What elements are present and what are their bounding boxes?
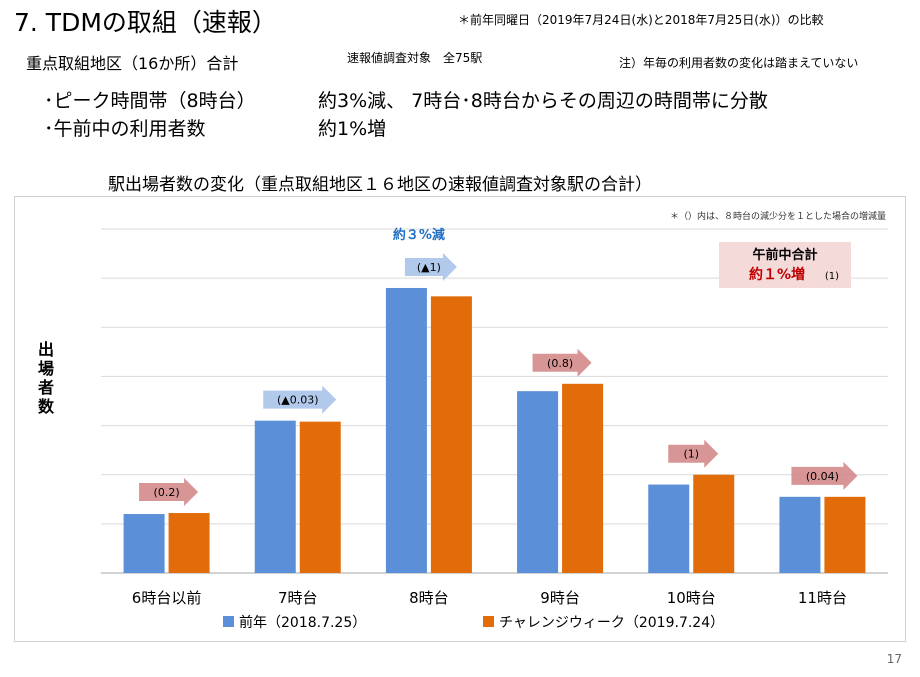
- peak-change-label: 約３%減: [393, 227, 445, 243]
- bar-challenge-week: [299, 421, 341, 573]
- chart-footnote: ＊（）内は、８時台の減少分を１とした場合の増減量: [670, 210, 886, 222]
- subtitle: 重点取組地区（16か所）合計: [26, 54, 239, 73]
- increase-arrow-icon: [791, 461, 858, 490]
- legend-label: チャレンジウィーク（2019.7.24）: [499, 615, 724, 631]
- legend-swatch: [483, 616, 494, 627]
- change-annotation: (1): [683, 448, 699, 461]
- x-tick-label: 7時台: [278, 589, 318, 607]
- x-tick-label: 9時台: [540, 589, 580, 607]
- survey-target-note: 速報値調査対象 全75駅: [347, 51, 483, 65]
- bar-prev-year: [254, 420, 296, 573]
- x-tick-label: 6時台以前: [132, 589, 202, 607]
- change-annotation: (0.04): [806, 470, 839, 483]
- bar-prev-year: [648, 484, 690, 573]
- bullet-peak-label: ･ピーク時間帯（8時台）: [44, 90, 256, 112]
- page-number: 17: [886, 652, 902, 666]
- decrease-arrow-icon: [404, 252, 457, 281]
- bar-prev-year: [123, 514, 165, 573]
- legend-label: 前年（2018.7.25）: [239, 614, 366, 631]
- increase-arrow-icon: [139, 478, 199, 507]
- change-annotation: (▲0.03): [277, 394, 319, 407]
- bar-challenge-week: [562, 383, 604, 573]
- bullet-morning-value: 約1%増: [318, 118, 387, 140]
- chart-title: 駅出場者数の変化（重点取組地区１６地区の速報値調査対象駅の合計）: [108, 175, 652, 195]
- am-total-ratio: (1): [825, 271, 839, 282]
- slide-title: 7. TDMの取組（速報）: [14, 8, 277, 37]
- bar-prev-year: [517, 391, 559, 573]
- decrease-arrow-icon: [263, 385, 337, 414]
- usage-change-note: 注）年毎の利用者数の変化は踏まえていない: [619, 56, 859, 70]
- change-annotation: (0.8): [547, 357, 573, 370]
- x-tick-label: 11時台: [798, 589, 847, 607]
- legend-swatch: [223, 616, 234, 627]
- am-total-value: 約１%増: [749, 266, 805, 283]
- y-axis-label: 数: [38, 397, 55, 416]
- bar-chart: 6時台以前 7時台 8時台 9時台 10時台 11時台 (0.2) (▲0.03) (▲1) (0…: [37, 210, 888, 631]
- bar-challenge-week: [430, 296, 472, 573]
- bar-challenge-week: [168, 513, 210, 573]
- y-axis-label: 者: [37, 378, 54, 397]
- y-axis-label: 出: [38, 340, 54, 359]
- chart-frame: 6時台以前 7時台 8時台 9時台 10時台 11時台 (0.2) (▲0.03) (▲1) (0…: [14, 196, 906, 642]
- x-tick-label: 10時台: [667, 589, 716, 607]
- bar-challenge-week: [693, 474, 735, 573]
- bar-prev-year: [779, 496, 821, 573]
- comparison-note: ＊前年同曜日（2019年7月24日(水)と2018年7月25日(水)）の比較: [458, 13, 824, 27]
- y-axis-label: 場: [38, 359, 54, 378]
- change-annotation: (0.2): [154, 486, 180, 499]
- bar-prev-year: [385, 287, 427, 573]
- increase-arrow-icon: [668, 439, 719, 468]
- increase-arrow-icon: [532, 348, 592, 377]
- bar-challenge-week: [824, 496, 866, 573]
- bullet-morning-label: ･午前中の利用者数: [44, 118, 206, 140]
- am-total-box: [719, 242, 851, 288]
- x-tick-label: 8時台: [409, 589, 449, 607]
- am-total-title: 午前中合計: [752, 247, 817, 263]
- change-annotation: (▲1): [417, 261, 441, 274]
- bullet-peak-value: 約3%減、 7時台･8時台からその周辺の時間帯に分散: [318, 90, 768, 112]
